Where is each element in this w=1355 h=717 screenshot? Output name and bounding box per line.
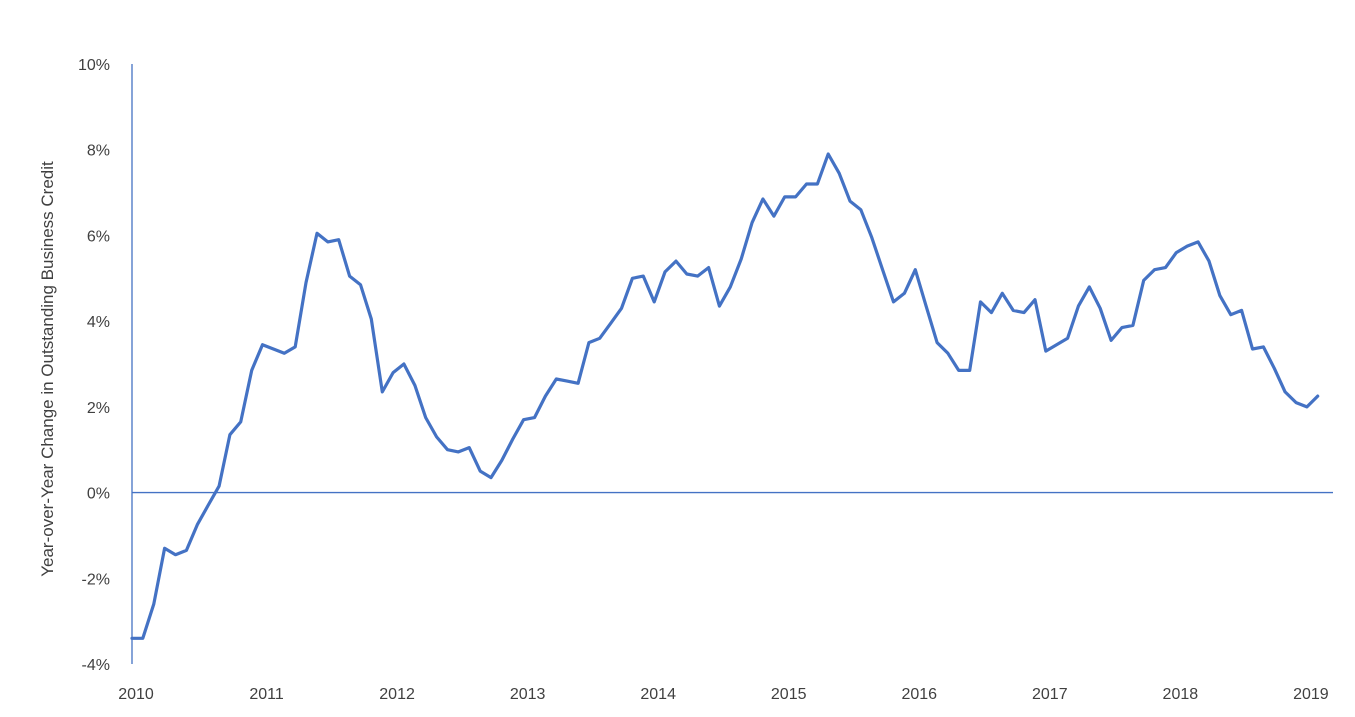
x-tick-label: 2018 (1163, 686, 1199, 703)
y-axis-tick-labels: -4% -2% 0% 2% 4% 6% 8% 10% (78, 57, 110, 674)
y-tick-label: -4% (82, 657, 110, 674)
x-tick-label: 2013 (510, 686, 546, 703)
x-tick-label: 2014 (640, 686, 676, 703)
y-tick-label: 4% (87, 314, 110, 331)
y-tick-label: 10% (78, 57, 110, 74)
y-tick-label: -2% (82, 571, 110, 588)
y-tick-label: 2% (87, 400, 110, 417)
x-tick-label: 2012 (379, 686, 415, 703)
y-tick-label: 0% (87, 486, 110, 503)
x-axis-tick-labels: 2010 2011 2012 2013 2014 2015 2016 2017 2018 2019 (118, 686, 1329, 703)
x-tick-label: 2019 (1293, 686, 1329, 703)
x-tick-label: 2016 (901, 686, 937, 703)
y-tick-label: 8% (87, 143, 110, 160)
x-tick-label: 2010 (118, 686, 154, 703)
series-line (130, 152, 1320, 640)
x-tick-label: 2017 (1032, 686, 1068, 703)
x-tick-label: 2015 (771, 686, 807, 703)
y-tick-label: 6% (87, 228, 110, 245)
y-axis-title: Year-over-Year Change in Outstanding Bus… (38, 161, 57, 577)
x-tick-label: 2011 (249, 686, 284, 703)
